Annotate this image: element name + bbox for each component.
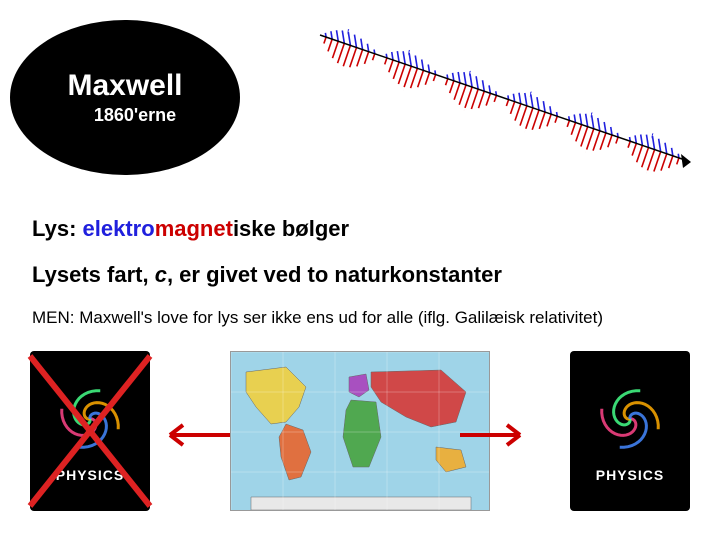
line1-segment: iske bølger	[233, 216, 349, 241]
book-swirl-icon	[590, 379, 670, 459]
line2-pre: Lysets fart,	[32, 262, 155, 287]
book-label-left: PHYSICS	[56, 467, 124, 483]
arrow-left-icon	[155, 420, 235, 450]
line1-segment: elektro	[83, 216, 155, 241]
text-line-2: Lysets fart, c, er givet ved to naturkon…	[32, 262, 502, 288]
book-label-right: PHYSICS	[596, 467, 664, 483]
line2-post: , er givet ved to naturkonstanter	[167, 262, 502, 287]
title-subtitle: 1860'erne	[94, 105, 176, 126]
physics-book-left: PHYSICS	[30, 351, 150, 511]
line2-c: c	[155, 262, 167, 287]
text-line-1: Lys: elektromagnetiske bølger	[32, 216, 349, 242]
line1-segment: Lys:	[32, 216, 83, 241]
world-map	[230, 351, 490, 511]
arrow-right-icon	[455, 420, 535, 450]
title-ellipse: Maxwell 1860'erne	[10, 20, 240, 175]
bottom-row: PHYSICS PHYSICS	[30, 346, 690, 516]
world-map-svg	[231, 352, 490, 511]
book-swirl-icon	[50, 379, 130, 459]
physics-book-right: PHYSICS	[570, 351, 690, 511]
em-wave-diagram	[305, 10, 700, 180]
text-line-3: MEN: Maxwell's love for lys ser ikke ens…	[32, 308, 603, 328]
line1-segment: magnet	[155, 216, 233, 241]
title-main: Maxwell	[67, 69, 182, 103]
